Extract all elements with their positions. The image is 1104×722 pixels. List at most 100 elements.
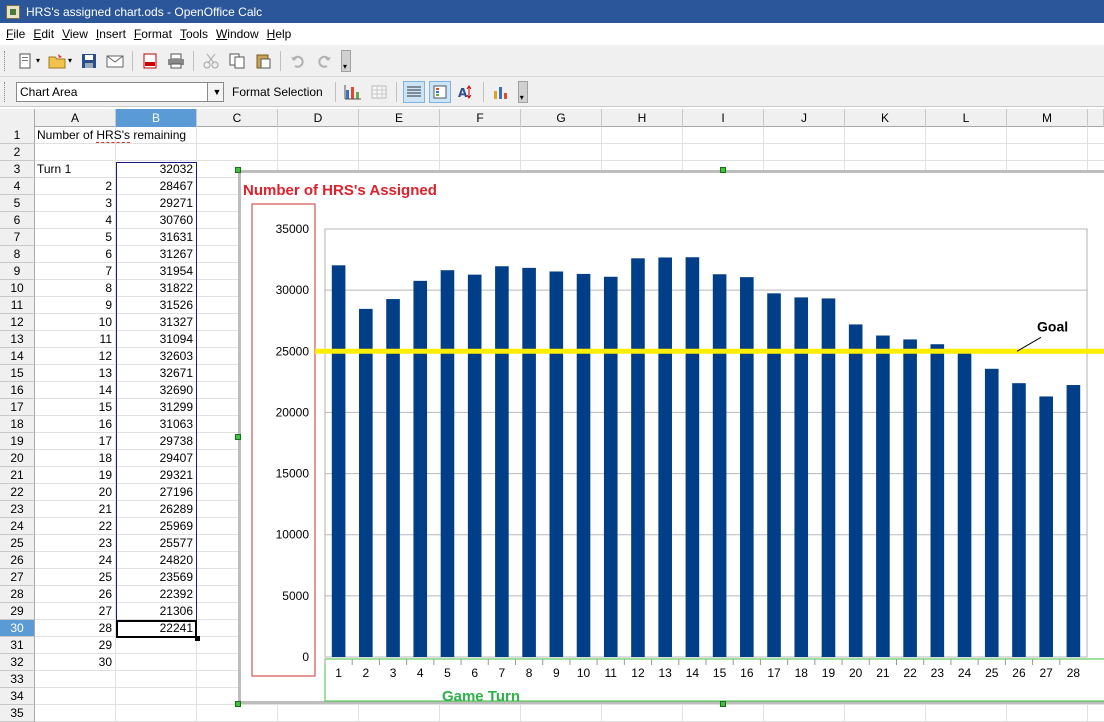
cell-b9[interactable]: 31954 (159, 264, 193, 278)
email-document-icon[interactable] (104, 50, 126, 72)
cell-a32[interactable]: 30 (98, 655, 112, 669)
row-header-6[interactable]: 6 (0, 212, 35, 229)
cell-b27[interactable]: 23569 (159, 570, 193, 584)
cell-a1[interactable]: Number of HRS's remaining (37, 127, 207, 144)
row-header-32[interactable]: 32 (0, 654, 35, 671)
row-header-27[interactable]: 27 (0, 569, 35, 586)
menu-tools[interactable]: Tools (178, 27, 214, 41)
cell-b19[interactable]: 29738 (159, 434, 193, 448)
chart-resize-handle[interactable] (235, 167, 241, 173)
column-header-b[interactable]: B (116, 109, 197, 127)
row-header-1[interactable]: 1 (0, 127, 35, 144)
chart-resize-handle[interactable] (235, 434, 241, 440)
column-header-partial[interactable] (1088, 109, 1104, 127)
new-document-icon[interactable] (14, 50, 36, 72)
cell-a9[interactable]: 7 (105, 264, 112, 278)
cell-a17[interactable]: 15 (98, 400, 112, 414)
row-header-24[interactable]: 24 (0, 518, 35, 535)
data-table-icon[interactable] (368, 81, 390, 103)
row-header-18[interactable]: 18 (0, 416, 35, 433)
bar-chart[interactable]: Number of HRS's Assigned 0 5000 10000 15000 2… (241, 173, 1104, 707)
export-pdf-icon[interactable] (139, 50, 161, 72)
row-header-17[interactable]: 17 (0, 399, 35, 416)
row-header-31[interactable]: 31 (0, 637, 35, 654)
column-header-f[interactable]: F (440, 109, 521, 127)
active-cell-b30[interactable] (116, 620, 197, 638)
column-header-e[interactable]: E (359, 109, 440, 127)
cell-b12[interactable]: 31327 (159, 315, 193, 329)
save-icon[interactable] (78, 50, 100, 72)
fill-handle[interactable] (195, 636, 200, 641)
cell-a27[interactable]: 25 (98, 570, 112, 584)
cell-a31[interactable]: 29 (98, 638, 112, 652)
row-header-34[interactable]: 34 (0, 688, 35, 705)
cell-a3[interactable]: Turn 1 (37, 162, 72, 176)
menu-window[interactable]: Window (214, 27, 265, 41)
cell-a7[interactable]: 5 (105, 230, 112, 244)
scale-text-icon[interactable]: A (455, 81, 477, 103)
cell-b20[interactable]: 29407 (159, 451, 193, 465)
cell-b13[interactable]: 31094 (159, 332, 193, 346)
cell-a5[interactable]: 3 (105, 196, 112, 210)
row-header-19[interactable]: 19 (0, 433, 35, 450)
cell-b6[interactable]: 30760 (159, 213, 193, 227)
cell-a28[interactable]: 26 (98, 587, 112, 601)
row-header-2[interactable]: 2 (0, 144, 35, 161)
open-folder-icon[interactable] (46, 50, 68, 72)
cell-a16[interactable]: 14 (98, 383, 112, 397)
menu-file[interactable]: File (4, 27, 31, 41)
row-header-3[interactable]: 3 (0, 161, 35, 178)
cell-a4[interactable]: 2 (105, 179, 112, 193)
cell-b10[interactable]: 31822 (159, 281, 193, 295)
cell-a29[interactable]: 27 (98, 604, 112, 618)
menu-help[interactable]: Help (265, 27, 298, 41)
row-header-10[interactable]: 10 (0, 280, 35, 297)
cell-b23[interactable]: 26289 (159, 502, 193, 516)
cell-a24[interactable]: 22 (98, 519, 112, 533)
chart-type-icon[interactable] (342, 81, 364, 103)
row-header-20[interactable]: 20 (0, 450, 35, 467)
menu-view[interactable]: View (60, 27, 94, 41)
cell-b8[interactable]: 31267 (159, 247, 193, 261)
column-header-i[interactable]: I (683, 109, 764, 127)
column-header-j[interactable]: J (764, 109, 845, 127)
row-header-22[interactable]: 22 (0, 484, 35, 501)
cell-a26[interactable]: 24 (98, 553, 112, 567)
row-header-9[interactable]: 9 (0, 263, 35, 280)
cell-a14[interactable]: 12 (98, 349, 112, 363)
cell-b15[interactable]: 32671 (159, 366, 193, 380)
redo-icon[interactable] (313, 50, 335, 72)
column-header-c[interactable]: C (197, 109, 278, 127)
row-header-8[interactable]: 8 (0, 246, 35, 263)
cell-b4[interactable]: 28467 (159, 179, 193, 193)
column-header-l[interactable]: L (926, 109, 1007, 127)
cell-b3[interactable]: 32032 (159, 162, 193, 176)
copy-icon[interactable] (226, 50, 248, 72)
cell-b14[interactable]: 32603 (159, 349, 193, 363)
cell-a6[interactable]: 4 (105, 213, 112, 227)
row-header-29[interactable]: 29 (0, 603, 35, 620)
cell-b7[interactable]: 31631 (159, 230, 193, 244)
row-header-30[interactable]: 30 (0, 620, 35, 637)
row-header-33[interactable]: 33 (0, 671, 35, 688)
cell-a10[interactable]: 8 (105, 281, 112, 295)
open-dropdown-arrow[interactable]: ▾ (68, 56, 73, 65)
row-header-21[interactable]: 21 (0, 467, 35, 484)
row-header-35[interactable]: 35 (0, 705, 35, 722)
format-selection-button[interactable]: Format Selection (232, 84, 323, 99)
toolbar-grip[interactable] (4, 50, 8, 71)
new-dropdown-arrow[interactable]: ▾ (36, 56, 41, 65)
cell-b11[interactable]: 31526 (159, 298, 193, 312)
column-header-k[interactable]: K (845, 109, 926, 127)
legend-toggle-icon[interactable] (428, 80, 451, 103)
chart-resize-handle[interactable] (720, 701, 726, 707)
cell-a21[interactable]: 19 (98, 468, 112, 482)
undo-icon[interactable] (287, 50, 309, 72)
menu-edit[interactable]: Edit (31, 27, 60, 41)
cell-a8[interactable]: 6 (105, 247, 112, 261)
row-header-5[interactable]: 5 (0, 195, 35, 212)
toolbar-options-icon[interactable] (341, 49, 352, 72)
row-header-14[interactable]: 14 (0, 348, 35, 365)
cell-a18[interactable]: 16 (98, 417, 112, 431)
